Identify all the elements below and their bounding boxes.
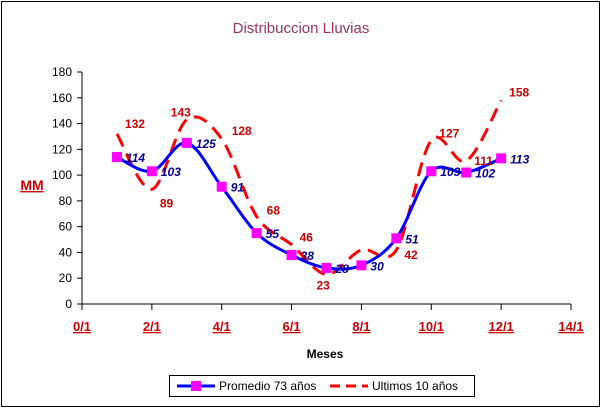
point-promedio xyxy=(286,250,297,261)
data-label-promedio: 103 xyxy=(161,165,181,179)
data-label-promedio: 125 xyxy=(196,137,216,151)
legend: Promedio 73 años Ultimos 10 años xyxy=(169,375,475,397)
data-label-promedio: 113 xyxy=(510,152,529,166)
data-label-promedio: 102 xyxy=(475,167,495,181)
series-line-ultimos xyxy=(115,99,503,276)
y-tick-label: 160 xyxy=(52,91,72,105)
data-label-promedio: 103 xyxy=(440,165,460,179)
data-label-ultimos: 132 xyxy=(125,117,145,131)
x-tick-label: 0/1 xyxy=(73,319,91,334)
chart-title: Distribuccion Lluvias xyxy=(233,20,370,37)
data-label-ultimos: 23 xyxy=(317,278,331,292)
y-tick-label: 100 xyxy=(52,168,72,182)
x-tick-label: 8/1 xyxy=(352,319,370,334)
point-promedio xyxy=(356,260,367,271)
data-label-ultimos: 42 xyxy=(404,248,418,262)
point-promedio xyxy=(216,181,227,192)
point-promedio xyxy=(181,137,192,148)
data-label-promedio: 114 xyxy=(126,151,145,165)
data-label-promedio: 51 xyxy=(405,232,419,246)
y-tick-label: 40 xyxy=(59,245,73,259)
y-tick-label: 80 xyxy=(59,194,73,208)
point-promedio xyxy=(426,166,437,177)
point-promedio xyxy=(251,228,262,239)
legend-box xyxy=(169,375,475,397)
data-label-ultimos: 143 xyxy=(171,106,191,120)
legend-label-ultimos: Ultimos 10 años xyxy=(372,379,458,393)
data-label-promedio: 38 xyxy=(301,249,315,263)
x-tick-label: 4/1 xyxy=(213,319,231,334)
plot-area: 0 20 40 60 80 100 120 140 160 180 0/1 2/1 4/1 6/1 8/1 1… xyxy=(52,65,584,334)
legend-marker-promedio xyxy=(191,381,201,391)
y-tick-label: 120 xyxy=(52,142,72,156)
x-tick-label: 6/1 xyxy=(283,319,301,334)
data-label-ultimos: 127 xyxy=(439,126,459,140)
y-tick-label: 0 xyxy=(65,297,72,311)
x-tick-label: 10/1 xyxy=(419,319,444,334)
y-tick-label: 180 xyxy=(52,65,72,79)
point-promedio xyxy=(496,153,507,164)
data-label-ultimos: 111 xyxy=(474,154,493,168)
point-promedio xyxy=(111,152,122,163)
data-label-promedio: 30 xyxy=(370,259,384,273)
x-tick-label: 14/1 xyxy=(558,319,583,334)
data-label-promedio: 91 xyxy=(231,181,245,195)
x-axis-label: Meses xyxy=(307,347,344,361)
data-label-ultimos: 89 xyxy=(160,196,174,210)
data-label-ultimos: 68 xyxy=(267,203,281,217)
y-tick-label: 140 xyxy=(52,117,72,131)
data-label-promedio: 55 xyxy=(266,227,280,241)
point-promedio xyxy=(461,167,472,178)
data-label-promedio: 28 xyxy=(335,262,350,276)
data-label-ultimos: 128 xyxy=(232,124,252,138)
y-axis-label: MM xyxy=(20,177,43,193)
x-tick-label: 2/1 xyxy=(143,319,161,334)
point-promedio xyxy=(321,262,332,273)
point-promedio xyxy=(146,166,157,177)
y-tick-label: 20 xyxy=(59,271,73,285)
point-promedio xyxy=(391,233,402,244)
x-tick-label: 12/1 xyxy=(488,319,513,334)
data-label-ultimos: 158 xyxy=(509,85,529,99)
legend-label-promedio: Promedio 73 años xyxy=(219,379,316,393)
y-tick-label: 60 xyxy=(59,220,73,234)
data-label-ultimos: 46 xyxy=(300,231,314,245)
